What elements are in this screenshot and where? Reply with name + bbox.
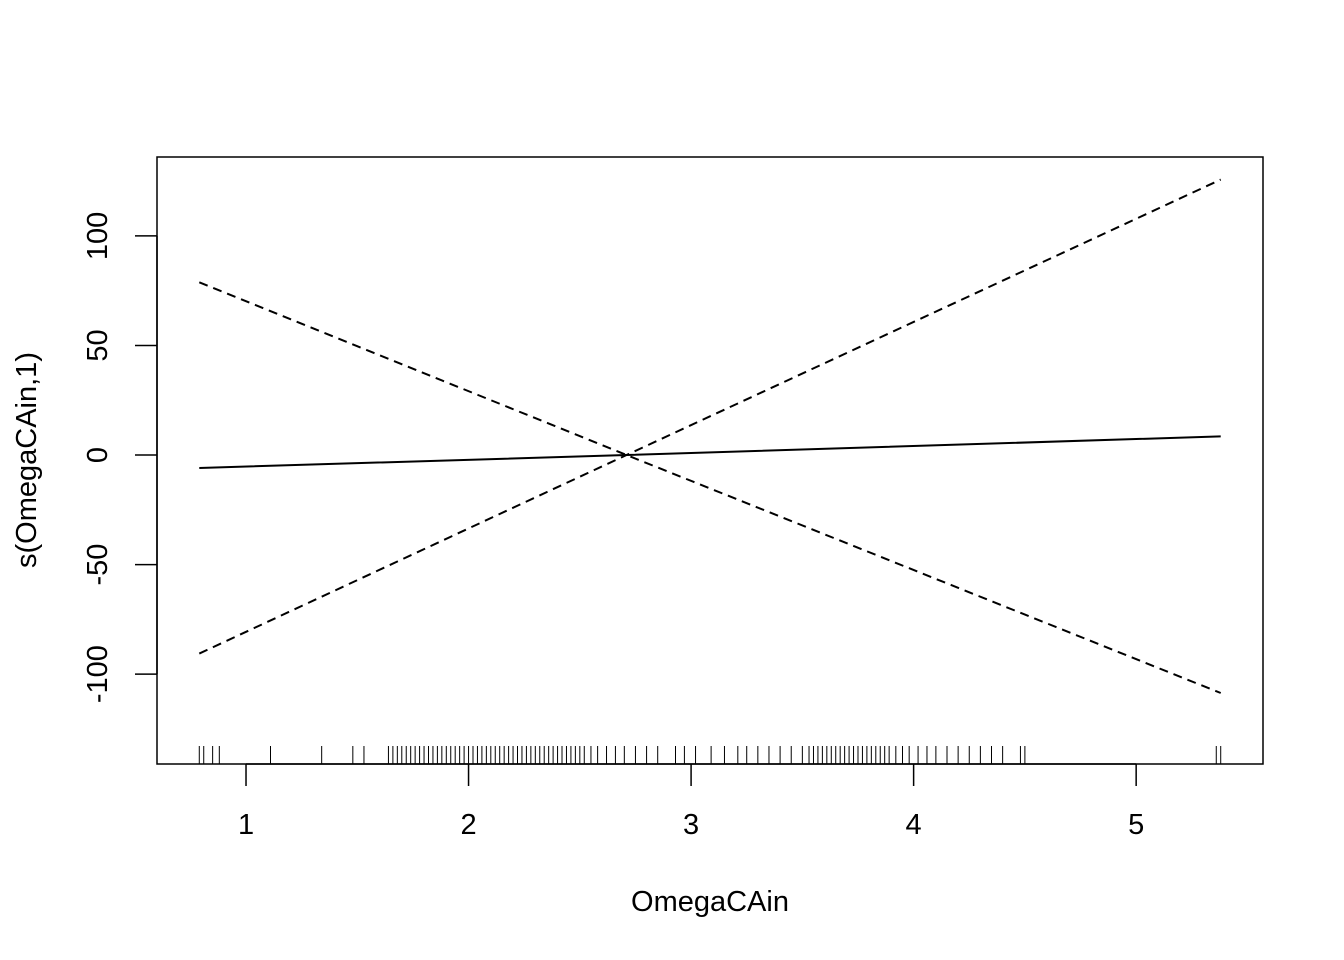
confidence-band-line <box>198 178 1222 655</box>
x-axis-label: OmegaCAin <box>631 886 789 918</box>
axes-group: 1 2 3 4 5 -100 -50 0 50 100 <box>82 212 1144 841</box>
series-group <box>198 178 1222 694</box>
confidence-band-line <box>198 281 1222 694</box>
y-tick-label: 100 <box>82 212 114 260</box>
smooth-fit-line <box>199 435 1221 469</box>
y-tick-label: 50 <box>82 329 114 361</box>
x-tick-label: 4 <box>906 809 922 841</box>
x-tick-label: 1 <box>238 809 254 841</box>
y-axis-label: s(OmegaCAin,1) <box>11 352 43 568</box>
y-tick-label: 0 <box>82 447 114 463</box>
y-tick-label: -50 <box>82 544 114 586</box>
x-tick-label: 5 <box>1128 809 1144 841</box>
plot-frame <box>156 156 1264 765</box>
x-tick-label: 2 <box>460 809 476 841</box>
y-tick-label: -100 <box>82 645 114 703</box>
x-tick-label: 3 <box>683 809 699 841</box>
rug-group <box>198 746 1222 764</box>
